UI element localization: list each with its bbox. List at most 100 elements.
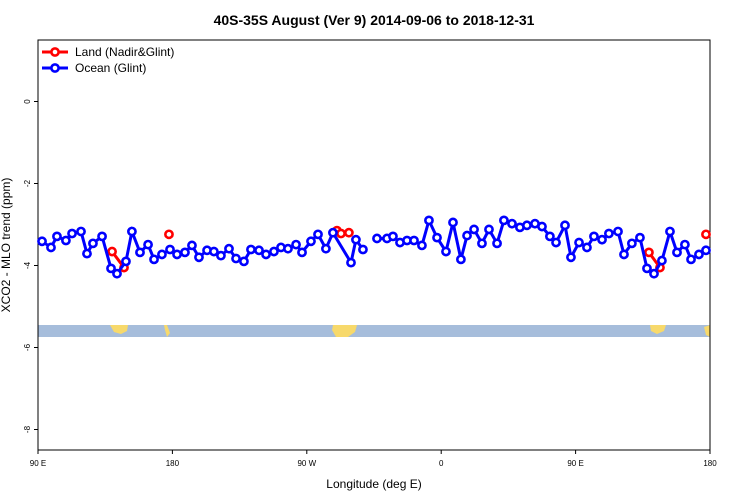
- x-axis-label: Longitude (deg E): [326, 477, 421, 491]
- data-point: [694, 249, 704, 260]
- data-point: [336, 228, 346, 239]
- data-point: [613, 226, 623, 237]
- data-point: [522, 220, 532, 231]
- data-point: [149, 254, 159, 265]
- data-point: [239, 256, 249, 267]
- map-strip: [38, 325, 710, 337]
- data-point: [492, 238, 502, 249]
- x-tick-label: 90 W: [297, 459, 316, 468]
- data-point: [619, 249, 629, 260]
- data-point: [469, 224, 479, 235]
- data-point: [686, 254, 696, 265]
- legend-marker: [50, 63, 60, 73]
- data-point: [477, 238, 487, 249]
- data-point: [665, 226, 675, 237]
- y-tick-label: -4: [23, 261, 32, 269]
- data-point: [121, 256, 131, 267]
- legend-label: Ocean (Glint): [75, 61, 146, 75]
- data-point: [644, 247, 654, 258]
- data-point: [346, 257, 356, 268]
- data-point: [106, 263, 116, 274]
- data-point: [680, 239, 690, 250]
- data-point: [224, 243, 234, 254]
- data-point: [372, 233, 382, 244]
- data-point: [626, 238, 637, 249]
- chart-title: 40S-35S August (Ver 9) 2014-09-06 to 201…: [214, 12, 535, 28]
- legend-label: Land (Nadir&Glint): [75, 45, 174, 59]
- data-point: [135, 247, 145, 258]
- data-point: [351, 234, 361, 245]
- data-point: [216, 250, 226, 261]
- data-point: [261, 249, 271, 260]
- data-point: [180, 247, 190, 258]
- y-tick-label: -2: [23, 179, 32, 187]
- data-point: [388, 231, 398, 242]
- data-point: [143, 239, 153, 250]
- x-tick-label: 180: [166, 459, 180, 468]
- data-point: [321, 243, 331, 254]
- data-point: [76, 226, 86, 237]
- data-point: [269, 246, 279, 257]
- data-point: [231, 253, 241, 264]
- data-point: [254, 245, 264, 256]
- data-point: [37, 236, 47, 247]
- series: [37, 215, 711, 279]
- data-point: [97, 231, 107, 242]
- data-point: [574, 237, 584, 248]
- ocean-band: [38, 325, 710, 337]
- data-point: [635, 232, 645, 243]
- data-point: [82, 248, 92, 259]
- data-point: [297, 247, 307, 258]
- data-point: [306, 236, 316, 247]
- legend-marker: [50, 47, 60, 57]
- y-tick-label: -8: [23, 425, 32, 433]
- data-point: [409, 235, 419, 246]
- plot-frame: [37, 39, 711, 451]
- data-point: [701, 245, 711, 256]
- land-blob: [110, 325, 128, 334]
- data-point: [507, 218, 517, 229]
- data-point: [172, 249, 182, 260]
- data-point: [424, 215, 434, 226]
- data-point: [107, 246, 117, 257]
- land-blob: [650, 325, 666, 334]
- data-point: [604, 228, 614, 239]
- x-tick-label: 0: [439, 459, 444, 468]
- data-point: [582, 242, 592, 253]
- data-point: [432, 232, 442, 243]
- data-point: [456, 254, 466, 265]
- data-point: [551, 237, 561, 248]
- data-point: [88, 238, 98, 249]
- data-point: [344, 227, 354, 238]
- data-point: [291, 239, 301, 250]
- y-axis-label: XCO2 - MLO trend (ppm): [0, 178, 13, 313]
- data-point: [164, 229, 174, 240]
- x-tick-label: 180: [703, 459, 717, 468]
- data-point: [157, 249, 167, 260]
- x-tick-label: 90 E: [30, 459, 46, 468]
- data-point: [52, 231, 62, 242]
- data-point: [642, 263, 652, 274]
- data-point: [67, 228, 77, 239]
- y-tick-label: 0: [23, 99, 32, 104]
- x-tick-label: 90 E: [567, 459, 583, 468]
- data-point: [127, 226, 137, 237]
- data-point: [672, 247, 682, 258]
- data-point: [283, 243, 293, 254]
- data-point: [560, 220, 570, 231]
- data-point: [448, 217, 458, 228]
- data-point: [566, 252, 576, 263]
- data-point: [462, 230, 472, 241]
- land-blob: [164, 325, 170, 337]
- data-point: [537, 221, 547, 232]
- data-point: [589, 231, 599, 242]
- data-point: [328, 227, 338, 238]
- land-blob: [704, 325, 710, 337]
- data-point: [649, 268, 659, 279]
- data-point: [597, 234, 607, 245]
- data-point: [187, 240, 197, 251]
- data-point: [165, 244, 175, 255]
- data-point: [246, 244, 256, 255]
- data-point: [545, 231, 555, 242]
